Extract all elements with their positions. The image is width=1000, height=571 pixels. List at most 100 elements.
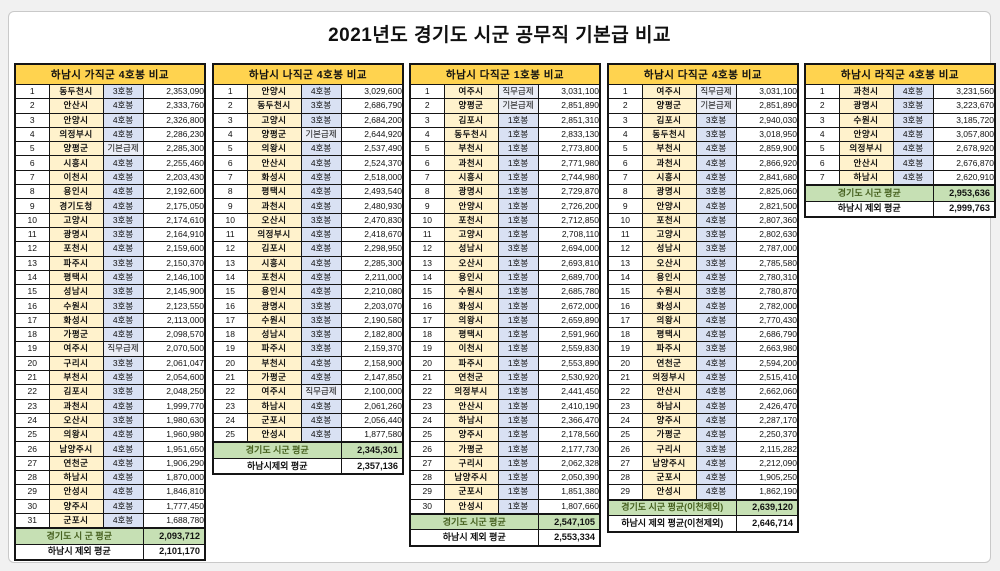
city-cell: 포천시	[48, 241, 104, 257]
pay-step-cell: 4호봉	[695, 455, 737, 472]
rank-cell: 4	[804, 126, 840, 143]
table-row: 23 하남시 4호봉 2,061,260	[212, 398, 404, 414]
salary-cell: 3,231,560	[932, 83, 996, 100]
pay-step-cell: 4호봉	[695, 470, 737, 486]
city-cell: 포천시	[246, 269, 302, 286]
salary-cell: 2,175,050	[142, 198, 206, 214]
salary-cell: 2,686,790	[735, 327, 799, 343]
city-cell: 의왕시	[641, 312, 697, 329]
table-row: 25 양주시 1호봉 2,178,560	[409, 427, 601, 443]
table-row: 15 수원시 3호봉 2,780,870	[607, 284, 799, 300]
city-cell: 과천시	[48, 398, 104, 414]
salary-cell: 2,771,980	[537, 155, 601, 171]
table-row: 22 여주시 직무급제 2,100,000	[212, 384, 404, 400]
city-cell: 광명시	[641, 184, 697, 200]
rank-cell: 21	[607, 369, 643, 386]
table-row: 12 김포시 4호봉 2,298,950	[212, 241, 404, 257]
table-ga-group-grade4: 하남시 가직군 4호봉 비교 1 동두천시 3호봉 2,353,090 2 안산시 4호봉 2…	[13, 63, 207, 562]
salary-cell: 2,802,630	[735, 226, 799, 243]
city-cell: 고양시	[443, 226, 499, 243]
pay-step-cell: 1호봉	[497, 498, 539, 515]
pay-step-cell: 4호봉	[300, 198, 342, 214]
table-row: 14 평택시 4호봉 2,146,100	[14, 269, 206, 286]
city-cell: 용인시	[48, 184, 104, 200]
pay-step-cell: 4호봉	[695, 298, 737, 314]
table-row: 26 구리시 3호봉 2,115,282	[607, 441, 799, 457]
salary-cell: 2,285,300	[340, 255, 404, 271]
salary-cell: 3,029,600	[340, 83, 404, 100]
table-row: 11 고양시 3호봉 2,802,630	[607, 226, 799, 243]
table-row: 13 파주시 3호봉 2,150,370	[14, 255, 206, 271]
city-cell: 용인시	[443, 269, 499, 286]
city-cell: 양평군	[641, 98, 697, 114]
rank-cell: 1	[212, 83, 248, 100]
pay-step-cell: 직무급제	[102, 341, 144, 357]
rank-cell: 15	[607, 284, 643, 300]
table-row: 7 시흥시 4호봉 2,841,680	[607, 169, 799, 186]
salary-cell: 2,620,910	[932, 169, 996, 186]
summary-value-cell: 2,101,170	[142, 543, 206, 561]
salary-cell: 2,785,580	[735, 255, 799, 271]
rank-cell: 21	[14, 369, 50, 386]
city-cell: 평택시	[246, 184, 302, 200]
rank-cell: 3	[409, 112, 445, 128]
salary-cell: 2,164,910	[142, 226, 206, 243]
city-cell: 연천군	[443, 369, 499, 386]
salary-cell: 2,851,310	[537, 112, 601, 128]
summary-label-cell: 하남시 제외 평균(이천제외)	[607, 515, 737, 533]
table-row: 5 양평군 기본급제 2,285,300	[14, 141, 206, 157]
city-cell: 하남시	[838, 169, 894, 186]
table-row: 22 의정부시 1호봉 2,441,450	[409, 384, 601, 400]
salary-cell: 2,255,460	[142, 155, 206, 171]
salary-cell: 2,851,890	[537, 98, 601, 114]
salary-cell: 2,773,800	[537, 141, 601, 157]
table-da-group-grade1: 하남시 다직군 1호봉 비교 1 여주시 직무급제 3,031,100 2 양평군 기본급제…	[408, 63, 602, 547]
table-row: 3 김포시 3호봉 2,940,030	[607, 112, 799, 128]
pay-step-cell: 4호봉	[300, 355, 342, 371]
rank-cell: 3	[607, 112, 643, 128]
salary-cell: 2,940,030	[735, 112, 799, 128]
pay-step-cell: 4호봉	[300, 412, 342, 429]
table-row: 11 고양시 1호봉 2,708,110	[409, 226, 601, 243]
pay-step-cell: 3호봉	[102, 298, 144, 314]
salary-cell: 2,524,370	[340, 155, 404, 171]
table-row: 31 군포시 4호봉 1,688,780	[14, 512, 206, 529]
pay-step-cell: 3호봉	[695, 441, 737, 457]
city-cell: 안성시	[641, 484, 697, 501]
salary-cell: 2,061,047	[142, 355, 206, 371]
city-cell: 평택시	[641, 327, 697, 343]
table-row: 8 용인시 4호봉 2,192,600	[14, 184, 206, 200]
city-cell: 안산시	[443, 398, 499, 414]
rank-cell: 21	[212, 369, 248, 386]
city-cell: 성남시	[641, 241, 697, 257]
pay-step-cell: 4호봉	[695, 141, 737, 157]
salary-cell: 2,591,960	[537, 327, 601, 343]
summary-label-cell: 하남시 제외 평균	[804, 200, 934, 218]
city-cell: 성남시	[48, 284, 104, 300]
pay-step-cell: 4호봉	[892, 126, 934, 143]
pay-step-cell: 3호봉	[695, 184, 737, 200]
city-cell: 광명시	[443, 184, 499, 200]
salary-cell: 2,841,680	[735, 169, 799, 186]
salary-cell: 3,031,100	[735, 83, 799, 100]
city-cell: 화성시	[641, 298, 697, 314]
summary-row-average-excl-hanam: 하남시 제외 평균(이천제외) 2,646,714	[607, 515, 799, 533]
salary-cell: 2,123,550	[142, 298, 206, 314]
rank-cell: 16	[409, 298, 445, 314]
rank-cell: 5	[804, 141, 840, 157]
table-row: 21 의정부시 4호봉 2,515,410	[607, 369, 799, 386]
city-cell: 양주시	[443, 427, 499, 443]
city-cell: 수원시	[838, 112, 894, 128]
table-row: 4 동두천시 3호봉 3,018,950	[607, 126, 799, 143]
salary-cell: 3,031,100	[537, 83, 601, 100]
rank-cell: 15	[14, 284, 50, 300]
salary-cell: 2,825,060	[735, 184, 799, 200]
pay-step-cell: 1호봉	[497, 455, 539, 472]
table-row: 28 하남시 4호봉 1,870,000	[14, 470, 206, 486]
rank-cell: 23	[14, 398, 50, 414]
rank-cell: 7	[14, 169, 50, 186]
pay-step-cell: 3호봉	[695, 126, 737, 143]
city-cell: 구리시	[48, 355, 104, 371]
table-row: 7 시흥시 1호봉 2,744,980	[409, 169, 601, 186]
rank-cell: 10	[14, 212, 50, 228]
